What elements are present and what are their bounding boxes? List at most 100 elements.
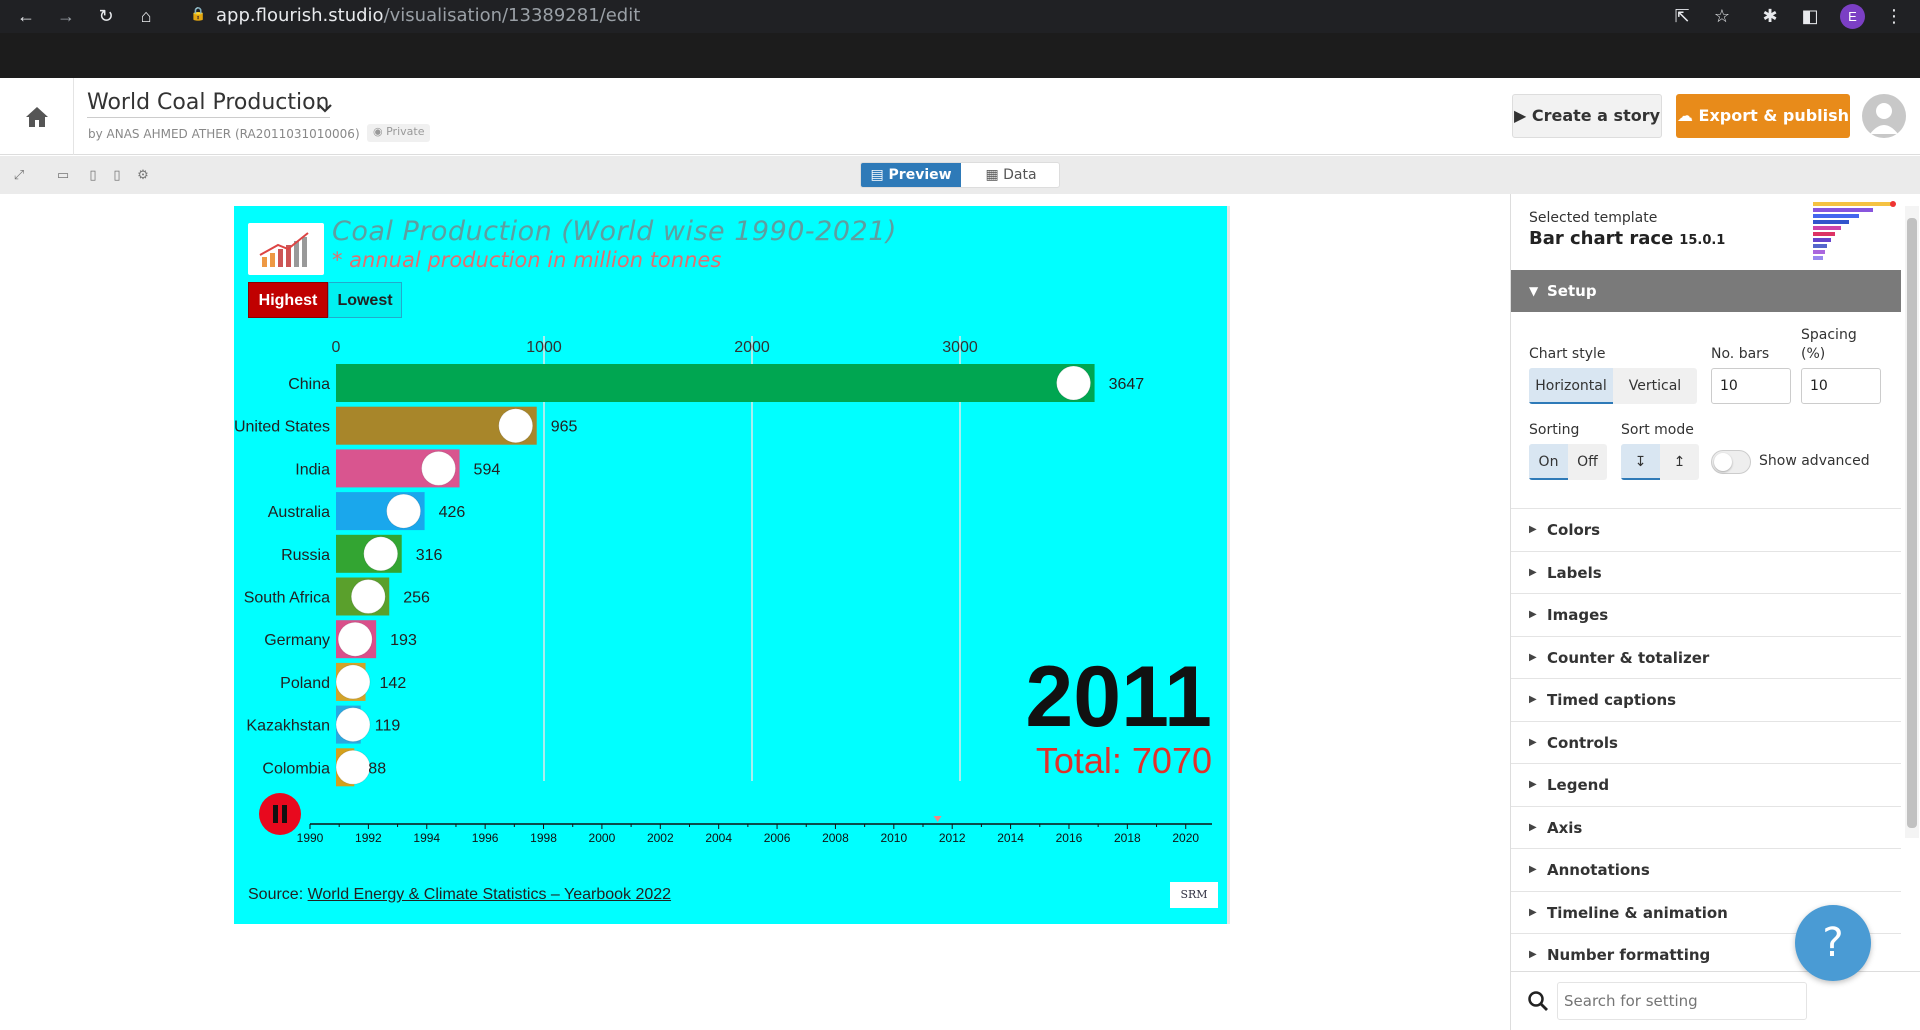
caret-right-icon: ▶ [1529, 821, 1537, 833]
profile-avatar[interactable]: E [1840, 4, 1865, 29]
bar-category-label: Australia [268, 504, 330, 521]
timeline-handle[interactable] [933, 816, 942, 822]
cloud-upload-icon: ☁ [1676, 106, 1699, 125]
settings-section-label: Number formatting [1547, 946, 1711, 964]
bar-value-label: 256 [403, 590, 430, 607]
caret-right-icon: ▶ [1529, 906, 1537, 918]
timeline-year-label: 2014 [997, 831, 1024, 845]
tab-data[interactable]: ▦ Data [961, 163, 1059, 187]
expand-icon[interactable]: ⤢ [13, 167, 25, 182]
visualisation-title[interactable]: World Coal Production [87, 90, 330, 118]
timeline-year-label: 2006 [764, 831, 791, 845]
settings-section-legend[interactable]: ▶ Legend [1511, 763, 1901, 806]
help-button[interactable]: ? [1795, 905, 1871, 981]
address-bar[interactable]: app.flourish.studio/visualisation/133892… [216, 5, 640, 26]
share-icon[interactable]: ⇱ [1674, 6, 1690, 26]
settings-section-number-formatting[interactable]: ▶ Number formatting [1511, 933, 1901, 976]
create-story-button[interactable]: ▶ Create a story [1512, 94, 1662, 138]
app-header: World Coal Production by ANAS AHMED ATHE… [0, 78, 1920, 155]
home-browser-icon[interactable]: ⌂ [140, 6, 152, 26]
tab-preview[interactable]: ▤ Preview [861, 163, 961, 187]
sorting-off-option[interactable]: Off [1577, 454, 1598, 470]
no-bars-input[interactable]: 10 [1711, 368, 1791, 404]
settings-section-counter-totalizer[interactable]: ▶ Counter & totalizer [1511, 635, 1901, 679]
source-link[interactable]: World Energy & Climate Statistics – Year… [307, 886, 672, 903]
settings-section-label: Timed captions [1547, 691, 1677, 709]
no-bars-label: No. bars [1711, 346, 1770, 362]
home-icon[interactable] [22, 102, 52, 132]
style-vertical-option[interactable]: Vertical [1628, 378, 1682, 394]
settings-section-timeline-animation[interactable]: ▶ Timeline & animation [1511, 890, 1901, 934]
highest-button[interactable]: Highest [248, 282, 328, 318]
template-block[interactable]: Selected template Bar chart race 15.0.1 [1511, 194, 1901, 270]
bar-value-label: 142 [380, 675, 407, 692]
flag-icon [335, 664, 371, 700]
sort-ascending-icon[interactable]: ↥ [1673, 454, 1686, 470]
x-tick-label: 0 [332, 339, 341, 356]
timeline-year-label: 1990 [297, 831, 324, 845]
scrollbar-thumb[interactable] [1907, 218, 1917, 828]
settings-section-axis[interactable]: ▶ Axis [1511, 805, 1901, 849]
chevron-down-icon[interactable] [315, 98, 335, 118]
bar-value-label: 193 [390, 632, 417, 649]
bar-value-label: 119 [375, 718, 401, 735]
bookmark-star-icon[interactable]: ☆ [1713, 6, 1731, 26]
settings-section-controls[interactable]: ▶ Controls [1511, 720, 1901, 764]
lowest-button[interactable]: Lowest [328, 282, 402, 318]
timeline-year-label: 1994 [413, 831, 440, 845]
reload-icon[interactable]: ↻ [98, 6, 114, 26]
privacy-badge[interactable]: ◉ Private [367, 124, 431, 142]
gear-icon[interactable]: ⚙ [137, 167, 149, 182]
current-year: 2011 [1025, 649, 1212, 745]
settings-section-label: Colors [1547, 521, 1601, 539]
settings-section-timed-captions[interactable]: ▶ Timed captions [1511, 678, 1901, 721]
settings-search-input[interactable] [1557, 982, 1807, 1020]
caret-down-icon: ▼ [1529, 284, 1539, 298]
caret-right-icon: ▶ [1529, 651, 1537, 663]
pause-button[interactable] [259, 793, 301, 835]
side-panel-icon[interactable]: ◧ [1801, 6, 1819, 26]
chart-style-toggle: Horizontal Vertical [1529, 368, 1697, 404]
mobile-view-icon[interactable]: ▯ [113, 167, 121, 182]
bar-value-label: 965 [551, 419, 578, 436]
user-silhouette-icon [1870, 103, 1898, 134]
flag-icon [335, 707, 371, 743]
bar-category-label: Poland [280, 675, 330, 692]
flag-icon [421, 450, 457, 486]
user-avatar[interactable] [1862, 94, 1906, 138]
back-icon[interactable]: ← [17, 6, 35, 26]
tab-preview-label: Preview [888, 167, 952, 183]
show-advanced-label: Show advanced [1759, 453, 1870, 469]
bar-value-label: 3647 [1109, 376, 1145, 393]
export-publish-button[interactable]: ☁ Export & publish [1676, 94, 1850, 138]
sorting-label: Sorting [1529, 422, 1580, 438]
bar-category-label: Germany [264, 632, 330, 649]
chart-subtitle: * annual production in million tonnes [332, 248, 722, 272]
settings-section-colors[interactable]: ▶ Colors [1511, 508, 1901, 551]
timeline-year-label: 2012 [939, 831, 966, 845]
lock-icon[interactable]: 🔒 [190, 6, 207, 21]
chart-style-label: Chart style [1529, 346, 1606, 362]
desktop-view-icon[interactable]: ▭ [56, 167, 70, 182]
extensions-icon[interactable]: ✱ [1762, 6, 1778, 26]
menu-kebab-icon[interactable]: ⋮ [1885, 6, 1903, 26]
sort-mode-toggle: ↧ ↥ [1621, 444, 1699, 480]
forward-icon[interactable]: → [57, 6, 75, 26]
settings-section-annotations[interactable]: ▶ Annotations [1511, 848, 1901, 891]
tablet-view-icon[interactable]: ▯ [89, 167, 97, 182]
style-horizontal-option[interactable]: Horizontal [1529, 368, 1613, 404]
panel-scrollbar[interactable] [1905, 206, 1919, 838]
settings-section-images[interactable]: ▶ Images [1511, 593, 1901, 636]
sort-descending-icon[interactable]: ↧ [1621, 444, 1660, 480]
settings-search-row [1511, 971, 1920, 1030]
timeline-year-label: 2004 [705, 831, 732, 845]
settings-section-labels[interactable]: ▶ Labels [1511, 550, 1901, 594]
template-label: Selected template [1529, 210, 1658, 226]
sorting-on-option[interactable]: On [1529, 444, 1568, 480]
caret-right-icon: ▶ [1529, 949, 1537, 960]
show-advanced-toggle[interactable] [1711, 450, 1751, 474]
spacing-input[interactable]: 10 [1801, 368, 1881, 404]
x-tick-label: 1000 [526, 339, 562, 356]
timeline-year-label: 2000 [589, 831, 616, 845]
setup-section-header[interactable]: ▼ Setup [1511, 270, 1901, 312]
